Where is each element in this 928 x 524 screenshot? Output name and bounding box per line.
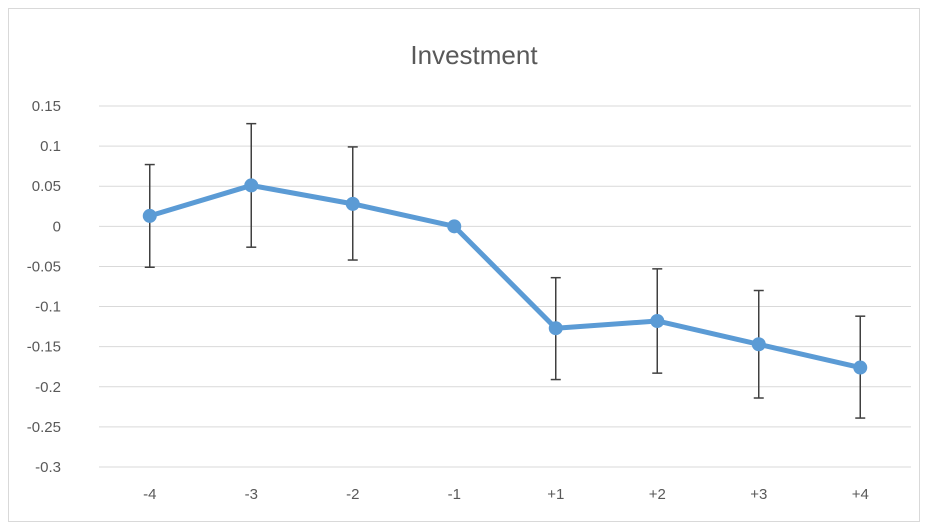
data-point <box>447 219 462 234</box>
x-tick-label: +1 <box>547 486 564 503</box>
x-tick-label: -3 <box>245 486 258 503</box>
error-bars <box>144 122 866 419</box>
y-tick-label: 0 <box>53 218 61 235</box>
x-tick-label: -2 <box>346 486 359 503</box>
chart-area: Investment 0.15 0.1 0.05 0 -0.05 -0.1 -0.15 -0.… <box>8 8 920 522</box>
y-tick-label: -0.1 <box>35 299 61 316</box>
y-tick-label: 0.15 <box>32 98 61 115</box>
x-tick-label: -1 <box>448 486 461 503</box>
data-point <box>853 360 868 375</box>
x-tick-label: +4 <box>852 486 869 503</box>
data-point <box>548 321 563 336</box>
y-tick-label: -0.3 <box>35 459 61 476</box>
y-tick-label: -0.2 <box>35 379 61 396</box>
y-tick-label: -0.25 <box>27 419 61 436</box>
y-tick-label: -0.15 <box>27 339 61 356</box>
series-lines <box>147 182 863 371</box>
series-line <box>147 182 863 371</box>
chart-title: Investment <box>410 40 538 70</box>
y-tick-label: 0.05 <box>32 178 61 195</box>
y-axis-tick-labels: 0.15 0.1 0.05 0 -0.05 -0.1 -0.15 -0.2 -0.25 -0.3 <box>27 98 61 476</box>
x-tick-label: +3 <box>750 486 767 503</box>
gridlines <box>99 105 911 468</box>
data-point <box>650 313 665 328</box>
data-point <box>751 337 766 352</box>
data-point <box>244 178 259 193</box>
data-points <box>142 178 868 375</box>
x-tick-label: -4 <box>143 486 156 503</box>
data-point <box>142 208 157 223</box>
line-chart: Investment 0.15 0.1 0.05 0 -0.05 -0.1 -0.15 -0.… <box>27 40 911 503</box>
data-point <box>345 196 360 211</box>
y-tick-label: -0.05 <box>27 258 61 275</box>
y-tick-label: 0.1 <box>40 138 61 155</box>
x-axis-tick-labels: -4 -3 -2 -1 +1 +2 +3 +4 <box>143 486 869 503</box>
x-tick-label: +2 <box>649 486 666 503</box>
